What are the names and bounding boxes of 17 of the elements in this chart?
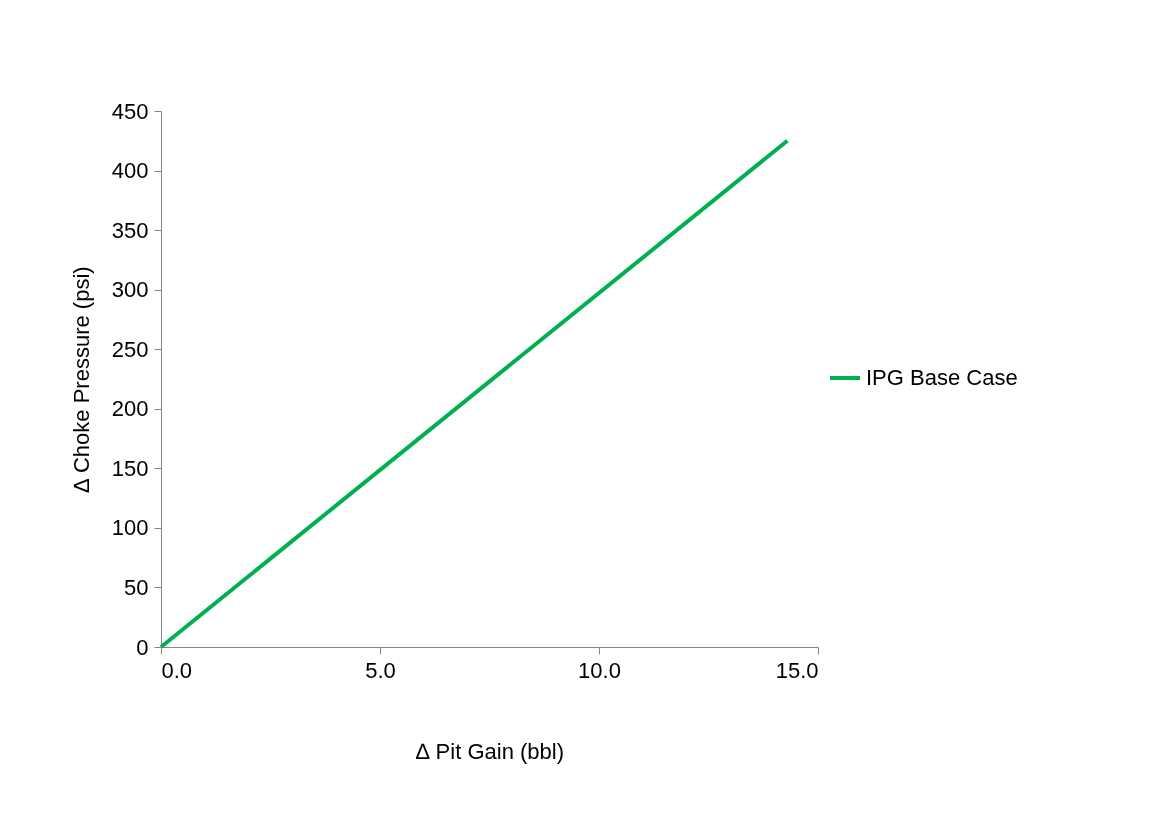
y-tick-label: 300 [111,277,149,303]
x-axis-title: ∆ Pit Gain (bbl) [416,738,564,764]
y-tick-label: 0 [136,634,149,660]
y-tick-label: 50 [124,574,149,600]
x-tick-label: 0.0 [161,657,193,683]
y-axis-title: ∆ Choke Pressure (psi) [68,266,94,493]
x-tick-label: 5.0 [365,657,396,683]
y-tick-label: 100 [111,515,149,541]
y-tick-label: 150 [111,455,149,481]
y-tick-label: 250 [111,336,149,362]
x-tick-label: 15.0 [775,657,819,683]
legend-label: IPG Base Case [866,365,1018,390]
y-tick-label: 350 [111,217,149,243]
y-tick-label: 200 [111,396,149,422]
y-tick-label: 450 [111,98,149,124]
y-tick-label: 400 [111,158,149,184]
x-tick-label: 10.0 [578,657,621,683]
